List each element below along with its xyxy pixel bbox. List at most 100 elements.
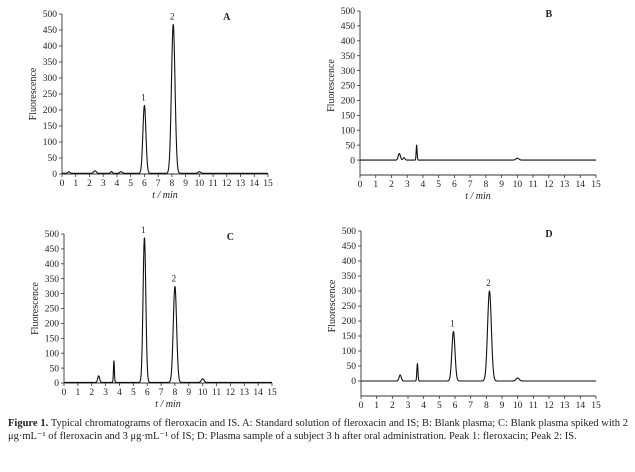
y-tick-label: 300: [43, 74, 58, 84]
y-tick-label: 350: [342, 272, 357, 282]
x-tick-label: 9: [499, 180, 504, 190]
y-tick-label: 150: [43, 122, 58, 132]
y-tick-label: 250: [43, 90, 58, 100]
x-tick-label: 14: [253, 388, 263, 398]
x-tick-label: 15: [263, 179, 273, 189]
x-tick-label: 0: [62, 388, 67, 398]
x-tick-label: 14: [576, 180, 586, 190]
y-tick-label: 0: [351, 377, 356, 387]
x-tick-label: 3: [101, 179, 106, 189]
chromatogram-trace: [61, 24, 269, 174]
y-tick-label: 0: [54, 379, 59, 389]
x-tick-label: 9: [186, 388, 191, 398]
x-tick-label: 6: [145, 388, 150, 398]
x-tick-label: 4: [421, 401, 426, 410]
y-tick-label: 400: [43, 42, 58, 52]
x-tick-label: 5: [128, 179, 133, 189]
panel-letter: C: [227, 232, 234, 243]
x-tick-label: 11: [528, 180, 537, 190]
y-tick-label: 50: [50, 364, 60, 374]
x-tick-label: 2: [89, 388, 94, 398]
x-tick-label: 6: [453, 401, 458, 410]
y-axis-label: Fluorescence: [327, 279, 338, 332]
figure-caption: Figure 1. Typical chromatograms of flero…: [8, 417, 628, 443]
x-tick-label: 4: [421, 180, 426, 190]
y-tick-label: 0: [350, 156, 355, 166]
peak-label: 2: [170, 12, 175, 22]
x-tick-label: 1: [75, 388, 80, 398]
y-tick-label: 300: [45, 290, 60, 300]
x-tick-label: 14: [576, 401, 586, 410]
panel-letter: B: [545, 9, 552, 20]
x-tick-label: 10: [513, 401, 523, 410]
y-tick-label: 450: [342, 242, 357, 252]
y-tick-label: 250: [45, 305, 60, 315]
peak-label: 1: [141, 93, 146, 103]
x-tick-label: 8: [169, 179, 174, 189]
x-tick-label: 12: [544, 401, 554, 410]
caption-label: Figure 1.: [8, 418, 49, 429]
x-tick-label: 0: [60, 179, 65, 189]
x-tick-label: 5: [436, 180, 441, 190]
x-tick-label: 4: [117, 388, 122, 398]
x-tick-label: 9: [183, 179, 188, 189]
y-axis-label: Fluorescence: [28, 67, 39, 120]
x-tick-label: 13: [236, 179, 246, 189]
x-tick-label: 6: [142, 179, 147, 189]
y-axis-label: Fluorescence: [30, 282, 41, 335]
y-tick-label: 350: [43, 58, 58, 68]
x-tick-label: 3: [406, 401, 411, 410]
y-tick-label: 400: [45, 260, 60, 270]
x-tick-label: 8: [483, 180, 488, 190]
y-tick-label: 50: [347, 362, 357, 372]
y-tick-label: 100: [341, 126, 356, 136]
x-tick-label: 2: [390, 401, 395, 410]
y-tick-label: 400: [342, 257, 357, 267]
peak-label: 1: [450, 319, 455, 329]
x-tick-label: 10: [195, 179, 205, 189]
y-tick-label: 350: [45, 275, 60, 285]
x-axis-label: t / min: [155, 399, 181, 410]
y-tick-label: 300: [341, 67, 356, 77]
x-tick-label: 3: [405, 180, 410, 190]
x-tick-label: 13: [560, 401, 570, 410]
x-axis-label: t / min: [152, 190, 178, 201]
x-tick-label: 1: [373, 180, 378, 190]
x-tick-label: 2: [389, 180, 394, 190]
peak-label: 1: [141, 225, 146, 235]
x-tick-label: 13: [560, 180, 570, 190]
x-tick-label: 12: [226, 388, 236, 398]
x-tick-label: 7: [468, 401, 473, 410]
y-tick-label: 500: [43, 10, 58, 20]
x-tick-label: 5: [131, 388, 136, 398]
y-tick-label: 250: [342, 302, 357, 312]
x-tick-label: 10: [513, 180, 523, 190]
x-tick-label: 10: [198, 388, 208, 398]
peak-label: 2: [172, 273, 177, 283]
y-tick-label: 400: [341, 37, 356, 47]
chromatogram-trace: [63, 237, 273, 383]
caption-text: Typical chromatograms of fleroxacin and …: [8, 418, 628, 442]
y-tick-label: 450: [45, 245, 60, 255]
chromatogram-trace: [360, 290, 597, 382]
y-tick-label: 250: [341, 82, 356, 92]
peak-label: 2: [486, 278, 491, 288]
x-tick-label: 7: [159, 388, 164, 398]
y-tick-label: 0: [52, 170, 57, 180]
x-tick-label: 15: [591, 180, 601, 190]
x-tick-label: 5: [437, 401, 442, 410]
x-tick-label: 7: [156, 179, 161, 189]
y-tick-label: 200: [342, 317, 357, 327]
chromatogram-trace: [359, 144, 597, 161]
y-tick-label: 200: [43, 106, 58, 116]
x-tick-label: 0: [359, 401, 364, 410]
x-tick-label: 14: [250, 179, 260, 189]
x-tick-label: 6: [452, 180, 457, 190]
x-tick-label: 4: [115, 179, 120, 189]
y-tick-label: 200: [45, 320, 60, 330]
